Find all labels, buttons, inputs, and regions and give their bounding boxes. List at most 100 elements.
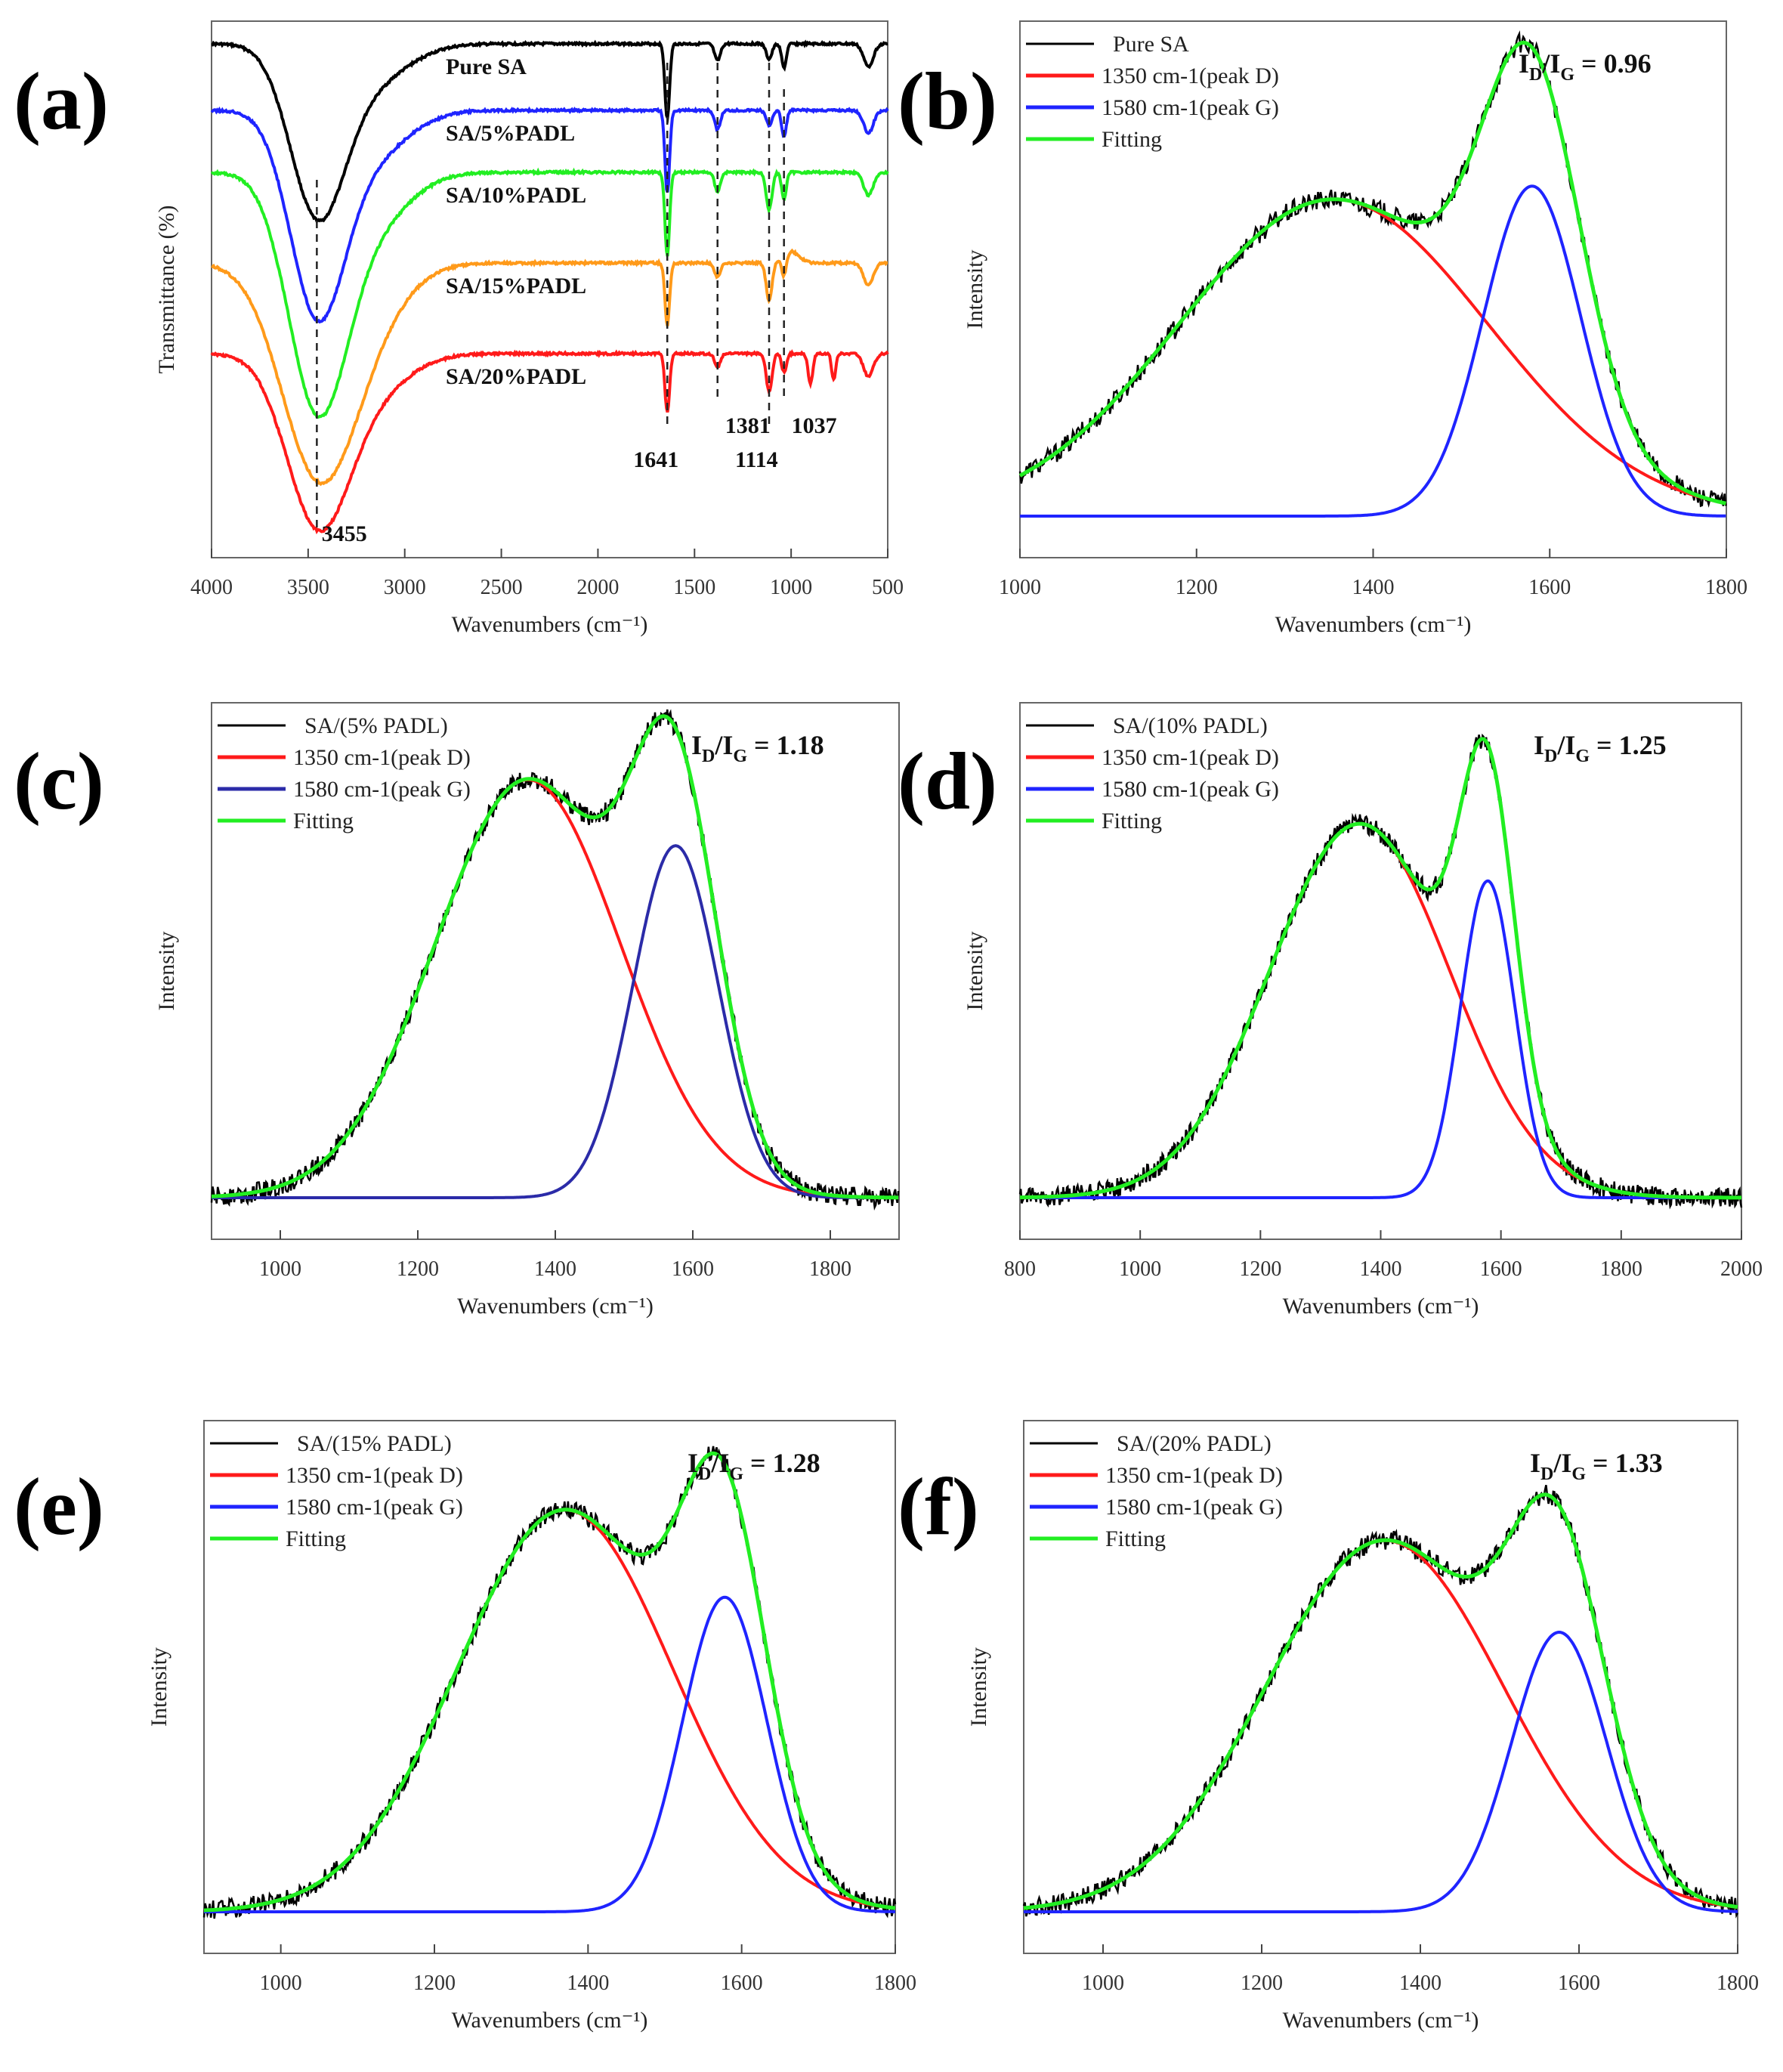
x-tick-label: 1800 (1600, 1257, 1642, 1281)
plot-frame (203, 1420, 896, 1954)
x-tick-label: 1200 (1176, 576, 1218, 599)
x-axis-label: Wavenumbers (cm⁻¹) (457, 1294, 654, 1319)
y-axis-label: Intensity (966, 1647, 991, 1727)
x-tick-label: 4000 (190, 576, 233, 599)
x-tick-label: 1800 (1717, 1971, 1759, 1995)
legend-label: Fitting (293, 809, 354, 833)
ratio-slash: /I (710, 1448, 729, 1478)
peak-g-line (1020, 879, 1741, 1199)
x-axis-label: Wavenumbers (cm⁻¹) (1283, 2008, 1479, 2033)
ratio-eq: = (1590, 730, 1619, 760)
y-axis-label: Intensity (154, 932, 179, 1011)
legend-label: Fitting (1102, 809, 1162, 833)
legend-label: SA/(15% PADL) (297, 1431, 452, 1456)
series-label: SA/20%PADL (446, 364, 586, 389)
series-label: SA/10%PADL (446, 183, 586, 208)
ratio-annotation: ID/IG = 1.33 (1530, 1448, 1663, 1484)
peak-g-line (212, 844, 899, 1199)
peak-d-line (212, 778, 899, 1199)
chart-d: (d) Wavenumbers (cm⁻¹) Intensity 800 1000 120… (898, 702, 1763, 1319)
ratio-sub-d: D (1529, 65, 1542, 85)
x-tick-label: 1600 (1480, 1257, 1522, 1281)
ratio-sub-d: D (1544, 747, 1557, 766)
ratio-sub-g: G (1560, 65, 1574, 85)
fitting-line (203, 1451, 896, 1913)
plot-frame (211, 20, 888, 558)
x-tick-label: 1600 (672, 1257, 714, 1281)
x-axis-label: Wavenumbers (cm⁻¹) (1283, 1294, 1479, 1319)
peak-label: 1114 (735, 447, 778, 472)
chart-c: (c) Wavenumbers (cm⁻¹) Intensity 1000 1200 14… (14, 702, 900, 1319)
legend-label: 1580 cm-1(peak G) (293, 777, 471, 802)
x-tick-label: 3500 (287, 576, 329, 599)
x-tick-label: 800 (1004, 1257, 1036, 1281)
panel-label: (b) (898, 57, 997, 147)
x-tick-label: 1500 (673, 576, 715, 599)
ftir-series-line (210, 349, 889, 535)
legend-label: 1350 cm-1(peak D) (1102, 63, 1279, 88)
ratio-slash: /I (714, 730, 733, 760)
x-tick-label: 2500 (481, 576, 523, 599)
ftir-series-line (210, 167, 889, 419)
fitting-line (1020, 737, 1741, 1200)
x-tick-label: 1800 (874, 1971, 916, 1995)
x-tick-label: 1400 (1360, 1257, 1402, 1281)
legend-label: 1580 cm-1(peak G) (286, 1495, 463, 1520)
x-tick-label: 1600 (1528, 576, 1571, 599)
x-tick-label: 1000 (770, 576, 812, 599)
panel-label: (e) (14, 1462, 104, 1552)
legend-label: SA/(20% PADL) (1117, 1431, 1272, 1456)
ratio-annotation: ID/IG = 1.28 (688, 1448, 820, 1484)
peak-d-line (1019, 197, 1726, 506)
x-tick-label: 1400 (534, 1257, 576, 1281)
chart-e: (e) Wavenumbers (cm⁻¹) Intensity 1000 1200 14… (14, 1420, 916, 2033)
chart-f: (f) Wavenumbers (cm⁻¹) Intensity 1000 1200 14… (898, 1420, 1759, 2033)
raw-spectrum-line (210, 709, 900, 1211)
ftir-series-line (211, 248, 888, 487)
x-axis-label: Wavenumbers (cm⁻¹) (452, 2008, 648, 2033)
ratio-i: I (1534, 730, 1544, 760)
x-tick-label: 1200 (1239, 1257, 1281, 1281)
ratio-annotation: ID/IG = 0.96 (1519, 48, 1652, 85)
series-label: Pure SA (446, 54, 527, 79)
legend-label: 1580 cm-1(peak G) (1102, 95, 1279, 120)
legend-label: SA/(10% PADL) (1113, 713, 1268, 738)
ftir-series-line (210, 106, 889, 324)
ratio-sub-g: G (1575, 747, 1590, 766)
peak-g-line (1020, 184, 1726, 518)
legend-label: 1350 cm-1(peak D) (286, 1463, 463, 1488)
ratio-value: 1.33 (1615, 1448, 1663, 1478)
legend-label: 1350 cm-1(peak D) (1105, 1463, 1283, 1488)
ratio-eq: = (1574, 48, 1604, 79)
x-tick-label: 1000 (1082, 1971, 1124, 1995)
x-tick-label: 1000 (999, 576, 1041, 599)
fitting-line (1018, 40, 1726, 506)
peak-g-line (204, 1595, 895, 1913)
ratio-sub-d: D (698, 1464, 711, 1484)
ratio-i: I (1530, 1448, 1540, 1478)
series-label: SA/5%PADL (446, 121, 575, 146)
raw-spectrum-line (1018, 733, 1743, 1210)
x-tick-label: 1800 (1705, 576, 1747, 599)
ratio-i: I (1519, 48, 1529, 79)
x-tick-label: 1200 (397, 1257, 439, 1281)
ratio-sub-g: G (1571, 1464, 1586, 1484)
legend-label: 1350 cm-1(peak D) (1102, 745, 1279, 770)
panel-label: (f) (898, 1462, 979, 1552)
peak-label: 1641 (633, 447, 678, 472)
legend-label: 1350 cm-1(peak D) (293, 745, 471, 770)
peak-d-line (1023, 1539, 1738, 1910)
panel-label: (d) (898, 737, 997, 827)
ratio-sub-d: D (1540, 1464, 1553, 1484)
ratio-i: I (688, 1448, 698, 1478)
legend-label: 1580 cm-1(peak G) (1105, 1495, 1283, 1520)
ratio-slash: /I (1541, 48, 1560, 79)
x-axis-label: Wavenumbers (cm⁻¹) (1275, 612, 1472, 637)
plot-frame (1023, 1420, 1738, 1954)
peak-label: 1381 (725, 413, 771, 438)
legend-label: 1580 cm-1(peak G) (1102, 777, 1279, 802)
peak-d-line (203, 1508, 896, 1913)
ratio-slash: /I (1556, 730, 1575, 760)
chart-a: (a) Wavenumbers (cm⁻¹) Transmittance (%) 40… (14, 20, 904, 637)
